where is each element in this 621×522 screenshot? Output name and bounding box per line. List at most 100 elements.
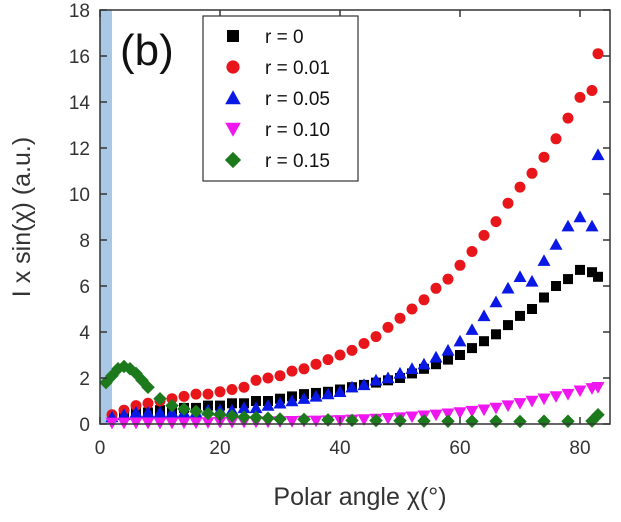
data-point — [201, 406, 215, 421]
data-point — [515, 310, 525, 321]
legend-label: r = 0.01 — [265, 58, 330, 79]
data-point — [393, 366, 407, 379]
x-tick-label: 20 — [209, 438, 230, 459]
data-point — [527, 304, 537, 314]
legend-marker — [225, 90, 241, 105]
data-point — [501, 400, 515, 413]
data-point — [479, 336, 489, 347]
data-point — [309, 415, 323, 428]
data-point — [513, 398, 527, 410]
data-point — [310, 358, 322, 370]
data-point — [454, 259, 466, 271]
y-tick-label: 18 — [69, 1, 90, 22]
data-point — [357, 414, 371, 426]
data-point — [225, 409, 239, 423]
legend-label: r = 0.15 — [265, 151, 330, 172]
data-point — [298, 363, 310, 375]
panel-label: (b) — [120, 26, 174, 75]
data-point — [429, 409, 443, 422]
data-point — [213, 408, 227, 422]
data-point — [189, 404, 203, 419]
data-point — [489, 402, 503, 415]
data-point — [309, 389, 323, 402]
legend: r = 0 r = 0.01 r = 0.05 r = 0.10 r = 0.15 — [202, 15, 359, 182]
data-point — [539, 292, 549, 303]
data-point — [262, 372, 274, 384]
data-point — [333, 385, 347, 397]
data-point — [286, 365, 298, 377]
highlight-band — [100, 10, 112, 424]
data-point — [153, 391, 167, 406]
data-point — [551, 281, 561, 291]
data-point — [346, 344, 358, 356]
legend-marker — [227, 30, 239, 42]
data-point — [525, 395, 539, 408]
data-point — [142, 397, 154, 409]
data-point — [165, 398, 179, 413]
data-point — [201, 417, 215, 429]
legend-label: r = 0.05 — [265, 89, 330, 110]
data-point — [273, 396, 287, 409]
data-point — [501, 281, 515, 294]
data-point — [166, 393, 178, 405]
data-point — [117, 408, 131, 420]
data-point — [249, 401, 263, 414]
data-point — [549, 238, 563, 250]
data-point — [503, 320, 513, 331]
data-point — [574, 91, 586, 103]
data-point — [406, 303, 418, 315]
data-point — [261, 399, 275, 411]
data-point — [443, 354, 453, 365]
data-point — [489, 295, 503, 308]
data-point — [502, 197, 514, 209]
data-point — [261, 411, 275, 425]
y-axis-title: I x sin(χ) (a.u.) — [8, 137, 36, 297]
data-point — [405, 362, 419, 374]
data-point — [178, 390, 190, 402]
data-point — [381, 371, 395, 384]
data-point — [591, 382, 605, 394]
data-point — [214, 386, 226, 398]
data-point — [334, 349, 346, 361]
data-point — [549, 391, 563, 403]
data-point — [538, 151, 550, 163]
y-tick-label: 2 — [79, 369, 90, 390]
data-point — [441, 343, 455, 356]
data-point — [441, 408, 455, 421]
data-point — [321, 413, 335, 427]
data-point — [250, 374, 262, 386]
y-tick-label: 4 — [79, 323, 90, 344]
data-point — [237, 410, 251, 424]
data-point — [465, 323, 479, 335]
data-point — [429, 350, 443, 363]
data-point — [513, 414, 527, 429]
data-point — [562, 112, 574, 124]
data-point — [226, 384, 238, 395]
y-tick-label: 12 — [69, 139, 90, 160]
data-point — [405, 411, 419, 424]
data-point — [490, 216, 502, 228]
data-point — [431, 359, 441, 370]
data-point — [453, 407, 467, 419]
data-point — [141, 406, 155, 418]
data-point — [382, 321, 394, 333]
y-tick-label: 8 — [79, 231, 90, 252]
data-point — [418, 294, 430, 306]
data-point — [357, 378, 371, 391]
data-point — [417, 357, 431, 370]
data-point — [430, 282, 442, 294]
data-point — [453, 334, 467, 347]
data-point — [591, 148, 605, 161]
data-point — [251, 396, 261, 406]
data-point — [345, 380, 359, 393]
legend-marker — [225, 122, 241, 137]
x-tick-label: 60 — [449, 438, 470, 459]
data-point — [129, 406, 143, 418]
data-point — [592, 48, 604, 60]
data-point — [467, 343, 477, 354]
data-point — [513, 270, 527, 282]
data-point — [321, 387, 335, 400]
data-point — [274, 370, 286, 382]
data-point — [573, 210, 587, 223]
